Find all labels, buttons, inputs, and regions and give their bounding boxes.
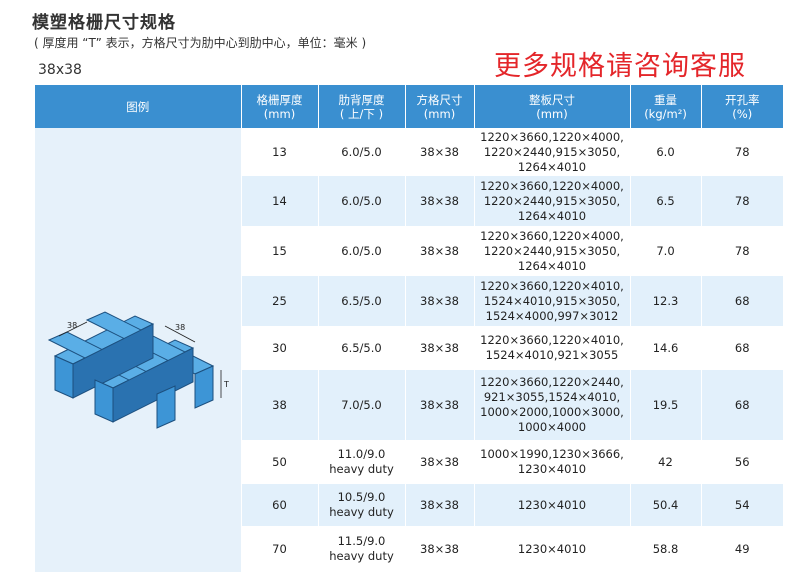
cell-mesh: 38×38 [405, 276, 475, 326]
grating-illustration-cell: 38 38 T [35, 128, 242, 572]
table-row: 15 6.0/5.0 38×38 1220×3660,1220×4000, 1220×2… [35, 226, 783, 276]
cell-mesh: 38×38 [405, 370, 475, 440]
cell-open-rate: 78 [701, 226, 783, 276]
cell-panel-sizes: 1220×3660,1220×4000, 1220×2440,915×3050, 1… [474, 226, 631, 276]
cell-mesh: 38×38 [405, 128, 475, 176]
cell-mesh: 38×38 [405, 226, 475, 276]
page-subtitle: ( 厚度用 “T” 表示，方格尺寸为肋中心到肋中心，单位：毫米 ) [34, 36, 367, 50]
table-row: 14 6.0/5.0 38×38 1220×3660,1220×4000, 1220×2… [35, 176, 783, 226]
cell-weight: 58.8 [630, 526, 702, 572]
col-header-panel-size: 整板尺寸 (mm) [474, 85, 631, 128]
cell-open-rate: 78 [701, 176, 783, 226]
cell-thickness: 70 [241, 526, 319, 572]
col-header-legend: 图例 [35, 85, 242, 128]
cell-weight: 6.0 [630, 128, 702, 176]
cell-panel-sizes: 1220×3660,1220×4000, 1220×2440,915×3050, 1… [474, 176, 631, 226]
cell-panel-sizes: 1220×3660,1220×4010, 1524×4010,915×3050, 1… [474, 276, 631, 326]
table-row: 30 6.5/5.0 38×38 1220×3660,1220×4010, 1524×4… [35, 326, 783, 370]
cell-open-rate: 54 [701, 484, 783, 526]
col-header-thickness: 格栅厚度 (mm) [241, 85, 319, 128]
cell-mesh: 38×38 [405, 176, 475, 226]
col-header-open-rate: 开孔率 (%) [701, 85, 783, 128]
table-row: 38 38 T 13 6.0/5.0 38×38 1220×3660,1220×4000, 1… [35, 128, 783, 572]
table-row: 25 6.5/5.0 38×38 1220×3660,1220×4010, 1524×4… [35, 276, 783, 326]
cell-thickness: 38 [241, 370, 319, 440]
cell-thickness: 50 [241, 440, 319, 484]
promo-text: 更多规格请咨询客服 [494, 51, 746, 82]
cell-panel-sizes: 1230×4010 [474, 526, 631, 572]
cell-weight: 19.5 [630, 370, 702, 440]
cell-rib: 6.0/5.0 [318, 176, 406, 226]
cell-thickness: 60 [241, 484, 319, 526]
cell-mesh: 38×38 [405, 326, 475, 370]
cell-rib: 6.5/5.0 [318, 276, 406, 326]
cell-open-rate: 68 [701, 326, 783, 370]
cell-mesh: 38×38 [405, 440, 475, 484]
cell-rib: 6.0/5.0 [318, 226, 406, 276]
col-header-rib: 肋背厚度( 上/下 ) [318, 85, 406, 128]
cell-weight: 42 [630, 440, 702, 484]
table-row: 50 11.0/9.0 heavy duty 38×38 1000×1990,1230×… [35, 440, 783, 484]
model-label: 38x38 [38, 62, 82, 78]
cell-panel-sizes: 1220×3660,1220×4010, 1524×4010,921×3055 [474, 326, 631, 370]
cell-rib: 11.5/9.0 heavy duty [318, 526, 406, 572]
cell-rib: 6.5/5.0 [318, 326, 406, 370]
cell-weight: 14.6 [630, 326, 702, 370]
cell-thickness: 13 [241, 128, 319, 176]
table-row: 60 10.5/9.0 heavy duty 38×38 1230×4010 50.4 54 [35, 484, 783, 526]
dim-label-38-right: 38 [175, 323, 185, 332]
cell-open-rate: 78 [701, 128, 783, 176]
cell-rib: 7.0/5.0 [318, 370, 406, 440]
cell-weight: 50.4 [630, 484, 702, 526]
col-header-weight: 重量 (kg/m²) [630, 85, 702, 128]
cell-weight: 7.0 [630, 226, 702, 276]
cell-panel-sizes: 1220×3660,1220×2440, 921×3055,1524×4010, 1… [474, 370, 631, 440]
cell-rib: 11.0/9.0 heavy duty [318, 440, 406, 484]
cell-thickness: 30 [241, 326, 319, 370]
table-header-row: 图例 格栅厚度 (mm) 肋背厚度( 上/下 ) 方格尺寸 (mm) 整板尺寸 (mm… [35, 85, 783, 128]
spec-table: 图例 格栅厚度 (mm) 肋背厚度( 上/下 ) 方格尺寸 (mm) 整板尺寸 (mm… [35, 85, 783, 572]
cell-thickness: 15 [241, 226, 319, 276]
page-title: 模塑格栅尺寸规格 [32, 13, 176, 33]
col-header-mesh: 方格尺寸 (mm) [405, 85, 475, 128]
cell-open-rate: 56 [701, 440, 783, 484]
cell-weight: 12.3 [630, 276, 702, 326]
table-row: 38 7.0/5.0 38×38 1220×3660,1220×2440, 921×30… [35, 370, 783, 440]
dim-label-thickness: T [223, 380, 229, 389]
table-row: 70 11.5/9.0 heavy duty 38×38 1230×4010 58.8 49 [35, 526, 783, 572]
cell-thickness: 25 [241, 276, 319, 326]
cell-open-rate: 49 [701, 526, 783, 572]
cell-panel-sizes: 1230×4010 [474, 484, 631, 526]
cell-thickness: 14 [241, 176, 319, 226]
cell-mesh: 38×38 [405, 526, 475, 572]
cell-weight: 6.5 [630, 176, 702, 226]
dim-label-38-left: 38 [67, 321, 77, 330]
cell-open-rate: 68 [701, 276, 783, 326]
grating-illustration: 38 38 T [47, 311, 229, 429]
cell-rib: 6.0/5.0 [318, 128, 406, 176]
cell-panel-sizes: 1000×1990,1230×3666, 1230×4010 [474, 440, 631, 484]
cell-mesh: 38×38 [405, 484, 475, 526]
cell-rib: 10.5/9.0 heavy duty [318, 484, 406, 526]
cell-open-rate: 68 [701, 370, 783, 440]
cell-panel-sizes: 1220×3660,1220×4000, 1220×2440,915×3050, 1… [474, 128, 631, 176]
